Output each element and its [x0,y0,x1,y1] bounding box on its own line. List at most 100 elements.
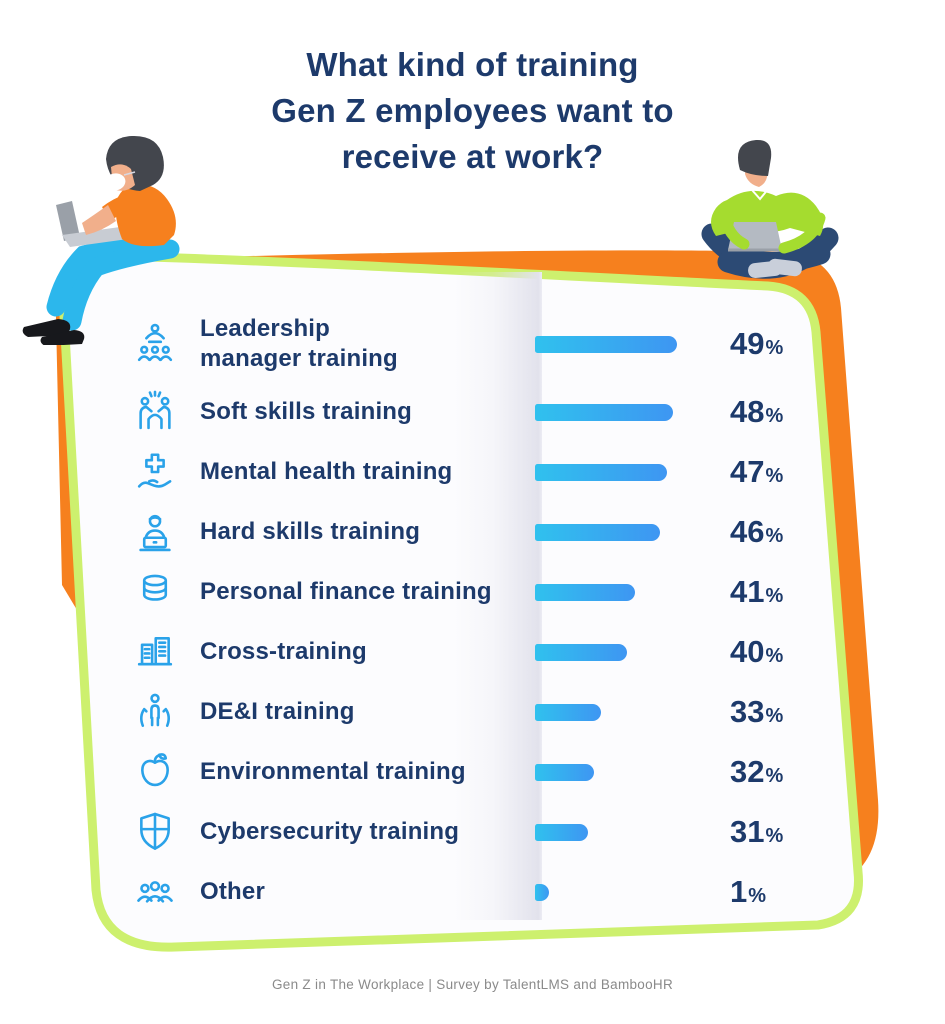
row-percent: 48% [730,394,870,430]
row-percent: 47% [730,454,870,490]
row-percent: 41% [730,574,870,610]
row-bar-zone [535,403,730,421]
row-bar [535,463,667,481]
chart-row: Environmental training 32% [110,742,870,802]
percent-value: 40 [730,634,765,669]
percent-value: 1 [730,874,748,909]
row-bar [535,403,673,421]
percent-sign: % [765,705,784,727]
percent-value: 46 [730,514,765,549]
percent-sign: % [765,465,784,487]
percent-value: 41 [730,574,765,609]
row-icon-box [110,509,200,555]
row-bar [535,335,677,353]
environmental-icon [141,753,169,787]
row-label: Personal finance training [200,578,492,605]
row-percent: 31% [730,814,870,850]
personal-finance-icon [142,574,168,601]
title-line: Gen Z employees want to [271,92,674,129]
chart-row: Soft skills training 48% [110,382,870,442]
row-icon-box [110,809,200,855]
row-bar [535,883,549,901]
cross-training-icon [137,637,173,666]
percent-value: 33 [730,694,765,729]
row-bar [535,583,635,601]
percent-sign: % [765,825,784,847]
card-fold-shadow [452,272,542,920]
row-icon-box [110,449,200,495]
row-bar-zone [535,823,730,841]
row-bar-zone [535,763,730,781]
training-chart: Leadership manager training 49% Soft ski… [110,306,870,922]
row-label: DE&I training [200,698,355,725]
percent-sign: % [765,765,784,787]
percent-sign: % [748,885,767,907]
leadership-icon [137,323,173,362]
row-bar [535,703,601,721]
person-right-illustration [701,139,839,279]
dei-icon [140,693,170,727]
row-percent: 49% [730,326,870,362]
hard-skills-icon [139,514,171,552]
chart-row: Cross-training 40% [110,622,870,682]
row-percent: 40% [730,634,870,670]
percent-value: 32 [730,754,765,789]
row-icon-box [110,389,200,435]
row-bar-zone [535,643,730,661]
row-percent: 1% [730,874,870,910]
row-label: Cross-training [200,638,367,665]
person-left-illustration [22,135,180,345]
percent-value: 31 [730,814,765,849]
other-icon [137,881,173,903]
chart-row: Hard skills training 46% [110,502,870,562]
row-percent: 33% [730,694,870,730]
percent-value: 47 [730,454,765,489]
row-icon-box [110,749,200,795]
row-bar [535,763,594,781]
row-label: Other [200,878,266,905]
cybersecurity-icon [140,812,170,850]
chart-row: Leadership manager training 49% [110,306,870,382]
chart-row: Mental health training 47% [110,442,870,502]
row-bar-zone [535,703,730,721]
row-icon-box [110,869,200,915]
chart-row: Other 1% [110,862,870,922]
row-icon-box [110,629,200,675]
percent-sign: % [765,585,784,607]
row-bar-zone [535,335,730,353]
row-bar-zone [535,463,730,481]
row-label: Cybersecurity training [200,818,460,845]
percent-sign: % [765,525,784,547]
percent-sign: % [765,645,784,667]
row-bar-zone [535,523,730,541]
percent-sign: % [765,405,784,427]
percent-value: 48 [730,394,765,429]
title-line: What kind of training [306,46,639,83]
row-icon-box [110,321,200,367]
row-label: Leadership manager training [200,315,398,372]
source-caption: Gen Z in The Workplace | Survey by Talen… [271,977,674,992]
soft-skills-icon [139,390,171,430]
row-label: Soft skills training [200,398,413,425]
row-bar [535,523,660,541]
row-label: Mental health training [200,458,453,485]
row-icon-box [110,569,200,615]
row-icon-box [110,689,200,735]
percent-sign: % [765,337,784,359]
row-bar-zone [535,583,730,601]
chart-row: Personal finance training 41% [110,562,870,622]
row-bar-zone [535,883,730,901]
chart-row: DE&I training 33% [110,682,870,742]
row-bar [535,823,588,841]
title-line: receive at work? [341,138,604,175]
row-bar [535,643,627,661]
row-label: Hard skills training [200,518,421,545]
mental-health-icon [137,453,172,488]
row-percent: 46% [730,514,870,550]
page-title: What kind of training Gen Z employees wa… [0,42,945,180]
row-label: Environmental training [200,758,466,785]
row-percent: 32% [730,754,870,790]
percent-value: 49 [730,326,765,361]
chart-row: Cybersecurity training 31% [110,802,870,862]
